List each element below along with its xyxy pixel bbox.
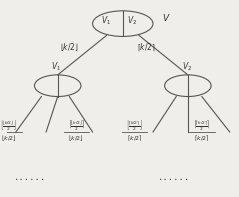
Text: $\lceil k/2\rceil$: $\lceil k/2\rceil$ [126, 133, 142, 143]
Text: $V_1$: $V_1$ [102, 14, 112, 27]
Text: $V_2$: $V_2$ [127, 14, 137, 27]
Text: $V$: $V$ [162, 12, 171, 23]
Text: $\left\lceil\frac{\lfloor k/2\rfloor}{2}\right\rceil$: $\left\lceil\frac{\lfloor k/2\rfloor}{2}… [68, 119, 85, 132]
Text: $\lceil k/2 \rceil$: $\lceil k/2 \rceil$ [137, 42, 155, 53]
Text: ......: ...... [158, 173, 190, 182]
Text: $\left\lfloor\frac{\lceil k/2\rceil}{2}\right\rfloor$: $\left\lfloor\frac{\lceil k/2\rceil}{2}\… [126, 118, 143, 132]
Text: $\lfloor k/2\rfloor$: $\lfloor k/2\rfloor$ [68, 133, 84, 143]
Text: $\lfloor k/2 \rfloor$: $\lfloor k/2 \rfloor$ [60, 41, 79, 53]
Text: $V_2$: $V_2$ [182, 60, 192, 73]
Text: $\lfloor k/2\rfloor$: $\lfloor k/2\rfloor$ [1, 133, 17, 143]
Text: $\left\lfloor\frac{\lfloor k/2\rfloor}{2}\right\rfloor$: $\left\lfloor\frac{\lfloor k/2\rfloor}{2… [0, 118, 17, 132]
Text: $\left\lceil\frac{\lceil k/2\rceil}{2}\right\rceil$: $\left\lceil\frac{\lceil k/2\rceil}{2}\r… [193, 119, 211, 132]
Text: ......: ...... [14, 173, 46, 182]
Text: $\lceil k/2\rceil$: $\lceil k/2\rceil$ [194, 133, 210, 143]
Text: $V_1$: $V_1$ [51, 60, 62, 73]
